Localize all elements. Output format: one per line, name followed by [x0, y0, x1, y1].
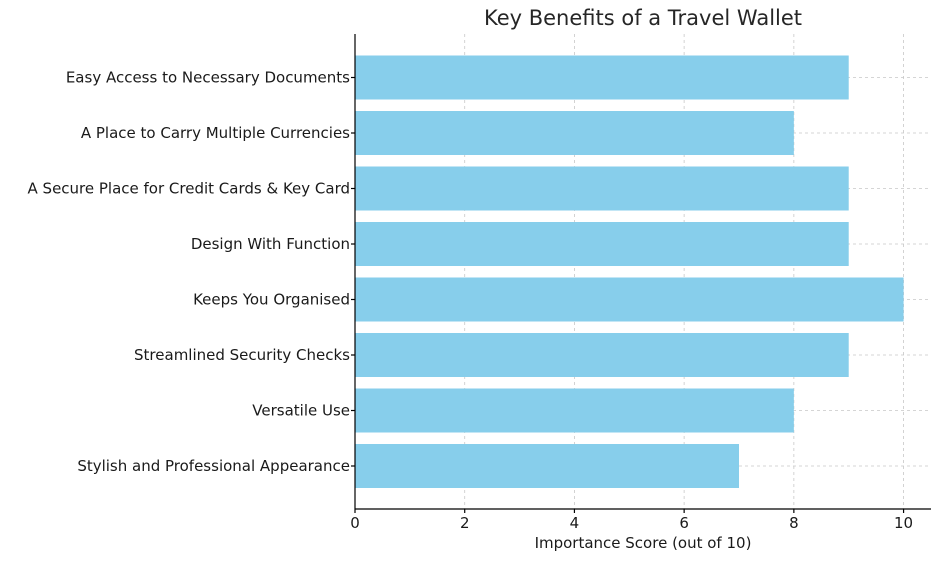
y-tick-label-5: Streamlined Security Checks	[134, 346, 350, 364]
y-tick-label-6: Versatile Use	[252, 402, 350, 420]
bar-6	[355, 388, 794, 433]
y-tick-label-4: Keeps You Organised	[193, 291, 350, 309]
x-tick-label-2: 4	[570, 514, 580, 532]
bar-4	[355, 277, 904, 322]
y-tick-label-2: A Secure Place for Credit Cards & Key Ca…	[28, 180, 350, 198]
x-tick-labels: 0 2 4 6 8 10	[350, 509, 913, 532]
x-tick-label-1: 2	[460, 514, 470, 532]
x-tick-label-3: 6	[679, 514, 689, 532]
bar-7	[355, 444, 739, 488]
x-tick-label-5: 10	[894, 514, 913, 532]
bars	[355, 55, 904, 488]
axes	[354, 34, 931, 510]
y-tick-label-1: A Place to Carry Multiple Currencies	[81, 124, 350, 142]
y-tick-label-3: Design With Function	[191, 235, 350, 253]
bar-5	[355, 333, 849, 377]
grid-lines	[355, 34, 931, 509]
x-axis-label: Importance Score (out of 10)	[535, 534, 752, 552]
bar-2	[355, 166, 849, 211]
bar-1	[355, 111, 794, 155]
bar-3	[355, 222, 849, 266]
bar-0	[355, 55, 849, 100]
x-tick-label-4: 8	[789, 514, 799, 532]
chart-title: Key Benefits of a Travel Wallet	[484, 6, 802, 30]
y-tick-label-7: Stylish and Professional Appearance	[77, 457, 350, 475]
x-tick-label-0: 0	[350, 514, 360, 532]
y-tick-label-0: Easy Access to Necessary Documents	[66, 69, 350, 87]
y-tick-labels: Easy Access to Necessary Documents A Plac…	[28, 69, 355, 475]
